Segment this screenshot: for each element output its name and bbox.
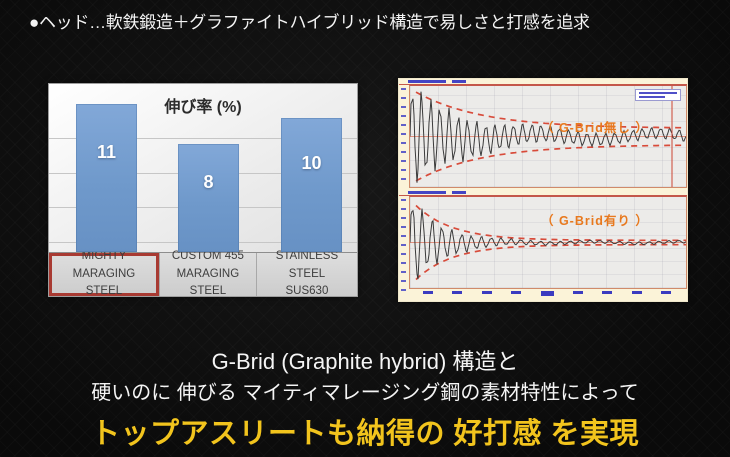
graph-header-text xyxy=(399,79,687,85)
x-axis-tick xyxy=(602,291,613,294)
category-stainless-steel-sus630: STAINLESS STEEL SUS630 xyxy=(257,250,357,298)
waveform-trace xyxy=(410,86,686,187)
bar-mighty-maraging-steel: 11 xyxy=(76,104,137,252)
elongation-bar-chart-panel: 伸び率 (%) 11 8 10 MIGHTY MARAGING STEEL CU… xyxy=(48,83,358,297)
footer-captions: G-Brid (Graphite hybrid) 構造と 硬いのに 伸びる マイ… xyxy=(0,349,730,451)
graph-label-with-gbrid: （ G-Brid有り ） xyxy=(540,214,649,228)
x-axis-tick xyxy=(540,291,554,296)
category-mighty-maraging-steel: MIGHTY MARAGING STEEL xyxy=(49,250,160,297)
category-label-strip: MIGHTY MARAGING STEEL CUSTOM 455 MARAGIN… xyxy=(49,250,357,298)
bar-chart-title: 伸び率 (%) xyxy=(164,99,242,116)
category-label-line: CUSTOM 455 xyxy=(171,249,244,262)
x-axis-tick xyxy=(572,291,583,294)
category-label-line: STAINLESS STEEL xyxy=(275,249,339,280)
footer-line-3: トップアスリートも納得の 好打感 を実現 xyxy=(90,418,640,451)
graph-header-text xyxy=(399,190,687,196)
y-axis-ticks xyxy=(401,88,406,184)
y-axis-ticks xyxy=(401,199,406,295)
x-axis-tick xyxy=(661,291,671,294)
x-axis-ticks xyxy=(409,289,685,301)
graph-label-no-gbrid: （ G-Brid無し ） xyxy=(540,121,649,135)
vibration-waveform-panel: （ G-Brid無し ） （ G-Brid有り ） xyxy=(398,78,688,302)
legend-box xyxy=(635,89,681,101)
footer-line-1: G-Brid (Graphite hybrid) 構造と xyxy=(211,349,519,374)
x-axis-tick xyxy=(423,291,433,294)
waveform-trace xyxy=(410,204,686,281)
x-axis-tick xyxy=(452,291,463,294)
bar-value-label: 8 xyxy=(203,172,214,193)
bar-value-label: 11 xyxy=(96,142,117,163)
bar-chart-plot: 11 8 10 xyxy=(49,84,357,252)
x-axis-tick xyxy=(511,291,522,294)
waveform-plot: （ G-Brid無し ） xyxy=(409,85,687,188)
bar-custom-455-maraging-steel: 8 xyxy=(178,144,239,252)
gridline xyxy=(49,137,357,139)
bar-value-label: 10 xyxy=(301,152,322,173)
x-axis-tick xyxy=(481,291,492,294)
category-label-line: MIGHTY MARAGING xyxy=(72,249,136,280)
graph-with-gbrid: （ G-Brid有り ） xyxy=(399,190,687,301)
category-custom-455-maraging-steel: CUSTOM 455 MARAGING STEEL xyxy=(160,250,257,297)
category-label-line: STEEL xyxy=(85,285,123,298)
graph-without-gbrid: （ G-Brid無し ） xyxy=(399,79,687,190)
waveform-plot: （ G-Brid有り ） xyxy=(409,196,687,289)
x-axis-tick xyxy=(631,291,642,294)
category-label-line: SUS630 xyxy=(285,285,329,298)
category-label-line: MARAGING STEEL xyxy=(176,267,240,298)
heading-text: ●ヘッド…軟鉄鍛造＋グラファイトハイブリッド構造で易しさと打感を追求 xyxy=(29,13,590,32)
footer-line-2: 硬いのに 伸びる マイティマレージング鋼の素材特性によって xyxy=(91,382,639,405)
bar-stainless-steel-sus630: 10 xyxy=(281,118,342,252)
